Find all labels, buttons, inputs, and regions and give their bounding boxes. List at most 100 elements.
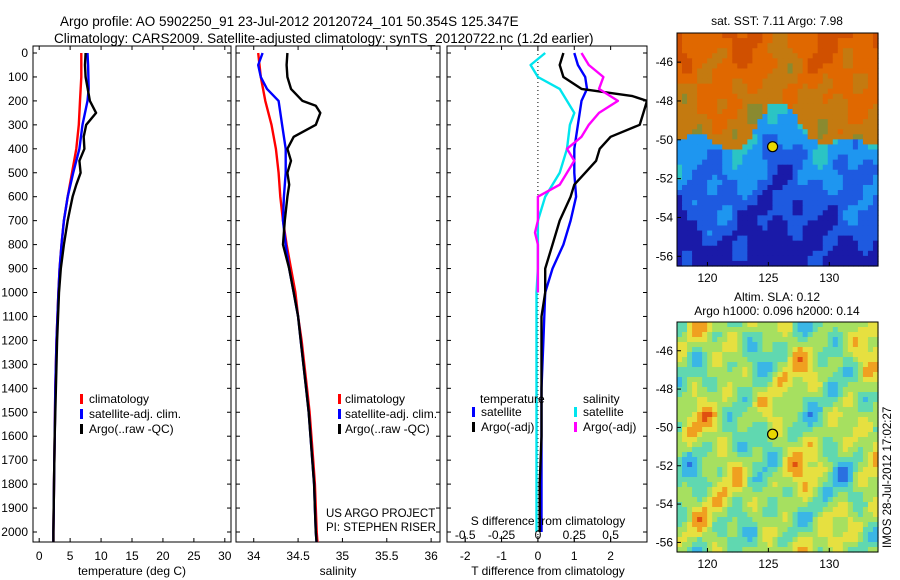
map-cell [837, 347, 844, 353]
map-cell [857, 377, 864, 383]
map-cell [872, 260, 879, 267]
map-cell [842, 477, 849, 483]
map-cell [687, 322, 693, 328]
map-y-tick-label: -46 [656, 55, 674, 69]
map-cell [822, 547, 829, 553]
map-cell [837, 447, 844, 453]
map-cell [862, 43, 869, 49]
map-cell [732, 412, 738, 418]
map-cell [697, 482, 703, 488]
map-cell [767, 184, 774, 191]
map-cell [842, 347, 849, 353]
map-cell [712, 387, 718, 393]
map-cell [697, 512, 703, 518]
map-cell [872, 542, 879, 548]
map-cell [737, 337, 743, 343]
map-cell [717, 377, 723, 383]
map-cell [867, 397, 874, 403]
map-cell [857, 437, 864, 443]
argo-float-marker [766, 428, 779, 440]
map-cell [802, 482, 809, 488]
map-cell [682, 200, 688, 206]
map-cell [782, 332, 789, 338]
map-cell [867, 43, 874, 49]
map-cell [747, 387, 753, 393]
map-cell [837, 174, 844, 181]
map-cell [862, 255, 869, 262]
map-cell [827, 442, 834, 448]
map-cell [717, 63, 723, 70]
map-cell [752, 260, 759, 267]
map-cell [757, 235, 764, 242]
map-cell [752, 427, 759, 433]
map-cell [682, 332, 688, 338]
map-cell [827, 169, 834, 176]
map-cell [697, 154, 703, 161]
map-cell [817, 437, 824, 443]
map-cell [807, 427, 814, 433]
salinity-y-ticks [236, 52, 440, 533]
map-cell [732, 507, 738, 513]
map-cell [712, 184, 718, 191]
map-cell [687, 407, 693, 413]
map-cell [767, 507, 774, 513]
map-cell [732, 53, 738, 59]
map-cell [872, 547, 879, 553]
map-cell [712, 48, 718, 54]
map-cell [677, 250, 683, 257]
map-cell [707, 93, 713, 100]
map-cell [712, 542, 718, 548]
map-cell [852, 250, 859, 257]
map-cell [797, 462, 804, 468]
map-cell [787, 103, 794, 110]
map-cell [837, 93, 844, 100]
map-cell [792, 235, 799, 242]
map-cell [737, 332, 743, 338]
map-cell [702, 417, 708, 423]
map-cell [687, 169, 693, 176]
map-cell [707, 245, 713, 252]
map-cell [852, 322, 859, 328]
map-cell [807, 492, 814, 498]
map-cell [827, 210, 834, 216]
map-cell [727, 452, 733, 458]
map-cell [697, 103, 703, 110]
map-cell [812, 38, 819, 44]
map-cell [687, 63, 693, 70]
map-cell [867, 377, 874, 383]
map-cell [797, 220, 804, 227]
sla-map-title-line-2: Argo h1000: 0.096 h2000: 0.14 [694, 304, 860, 318]
map-cell [862, 357, 869, 363]
map-cell [742, 235, 748, 242]
map-cell [792, 387, 799, 393]
map-y-tick-label: -50 [656, 133, 674, 147]
map-cell [822, 532, 829, 538]
map-cell [802, 322, 809, 328]
map-cell [747, 492, 753, 498]
map-cell [827, 63, 834, 70]
map-cell [812, 352, 819, 358]
map-cell [727, 250, 733, 257]
map-cell [717, 372, 723, 378]
map-cell [812, 397, 819, 403]
map-cell [697, 352, 703, 358]
map-cell [872, 114, 879, 120]
map-cell [862, 103, 869, 110]
map-cell [817, 210, 824, 216]
map-cell [707, 492, 713, 498]
map-cell [867, 532, 874, 538]
map-y-tick-label: -50 [656, 420, 674, 434]
map-cell [742, 63, 748, 70]
map-cell [842, 457, 849, 463]
map-cell [702, 260, 708, 267]
map-cell [752, 332, 759, 338]
map-cell [682, 517, 688, 523]
map-cell [697, 332, 703, 338]
map-cell [742, 407, 748, 413]
map-cell [827, 337, 834, 343]
map-cell [797, 467, 804, 473]
map-cell [737, 200, 743, 206]
map-cell [727, 347, 733, 353]
map-cell [677, 392, 683, 398]
map-cell [827, 93, 834, 100]
